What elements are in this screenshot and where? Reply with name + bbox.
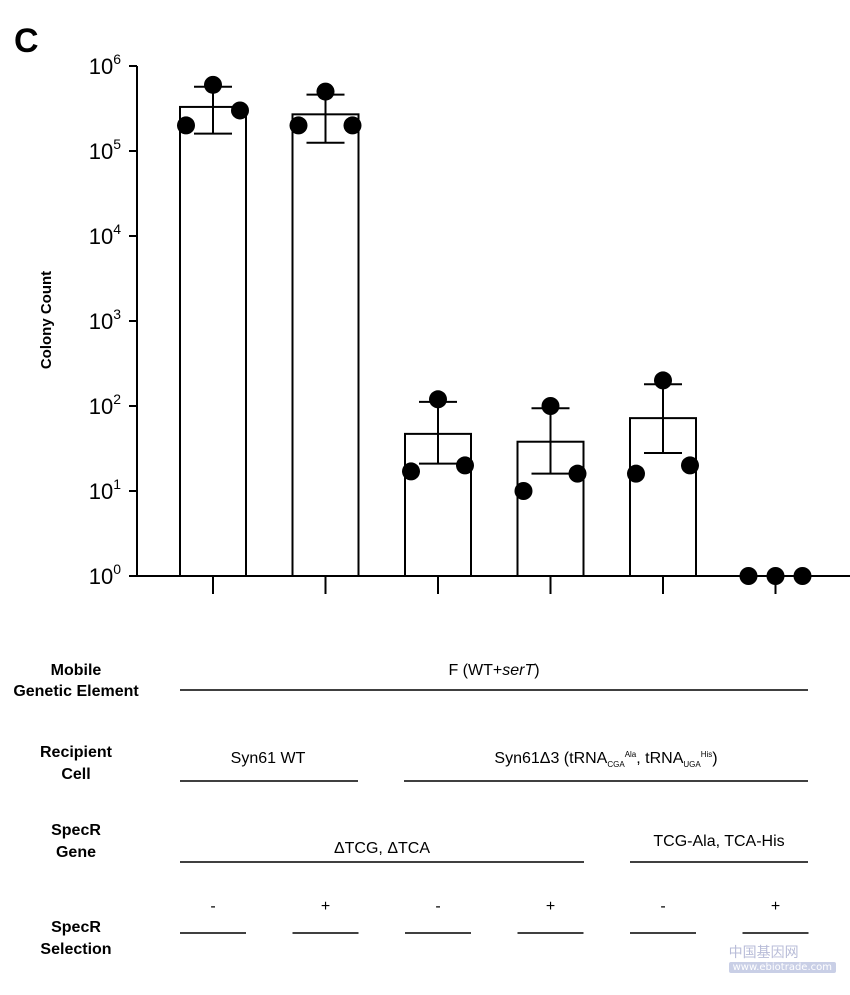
- data-point: [289, 116, 308, 135]
- data-point: [231, 101, 249, 120]
- selection-label-line1: SpecR: [51, 919, 101, 936]
- selection-value: -: [660, 898, 665, 915]
- bar: [291, 113, 360, 578]
- y-tick-label: 101: [89, 476, 121, 504]
- y-tick-label: 104: [89, 221, 121, 249]
- selection-value: +: [771, 898, 780, 915]
- data-point: [204, 75, 222, 94]
- data-point: [541, 397, 560, 415]
- y-tick-label: 105: [89, 136, 121, 164]
- y-tick-label: 103: [89, 306, 121, 334]
- recipient-wt: Syn61 WT: [231, 750, 306, 767]
- data-point: [568, 464, 587, 483]
- mobile-value: F (WT+serT): [448, 662, 539, 679]
- y-tick-label: 100: [89, 561, 121, 589]
- condition-table: Mobile Genetic Element F (WT+serT) Recip…: [13, 662, 809, 958]
- specr-gene-label-line2: Gene: [56, 844, 96, 861]
- selection-value: +: [546, 898, 555, 915]
- panel-label: C: [14, 22, 39, 60]
- data-point: [402, 462, 420, 481]
- x-ticks: [212, 576, 777, 594]
- recipient-d3: Syn61Δ3 (tRNACGAAla, tRNAUGAHis): [494, 750, 717, 769]
- mobile-label-line2: Genetic Element: [13, 683, 139, 700]
- selection-value: +: [321, 898, 330, 915]
- selection-value: -: [210, 898, 215, 915]
- y-tick-label: 106: [89, 51, 121, 79]
- specr-gene-label-line1: SpecR: [51, 822, 101, 839]
- data-point: [627, 464, 645, 483]
- data-point: [177, 116, 195, 135]
- watermark-sub: www.ebiotrade.com: [728, 962, 836, 973]
- data-point: [654, 371, 672, 390]
- recipient-label-line2: Cell: [61, 766, 90, 783]
- y-tick-label: 102: [89, 391, 121, 419]
- specr-gene-recoded: TCG-Ala, TCA-His: [653, 833, 784, 850]
- data-point: [739, 567, 758, 585]
- selection-value: -: [435, 898, 440, 915]
- watermark-main: 中国基因网: [728, 945, 799, 961]
- specr-gene-delta: ΔTCG, ΔTCA: [334, 840, 430, 857]
- data-point: [514, 482, 533, 500]
- data-point: [343, 116, 362, 135]
- bars: [177, 75, 812, 585]
- selection-label-line2: Selection: [40, 941, 111, 958]
- data-point: [456, 456, 474, 475]
- bar: [179, 105, 247, 578]
- data-point: [793, 567, 812, 585]
- data-point: [316, 82, 335, 101]
- data-point: [429, 390, 447, 409]
- watermark: 中国基因网 www.ebiotrade.com: [728, 942, 836, 973]
- y-ticks: 100 101 102 103 104 105 106: [89, 51, 137, 589]
- mobile-label-line1: Mobile: [51, 662, 102, 679]
- recipient-label-line1: Recipient: [40, 744, 113, 761]
- selection-row: - + - + - +: [180, 898, 809, 934]
- data-point: [681, 456, 699, 475]
- y-axis-label: Colony Count: [38, 271, 55, 369]
